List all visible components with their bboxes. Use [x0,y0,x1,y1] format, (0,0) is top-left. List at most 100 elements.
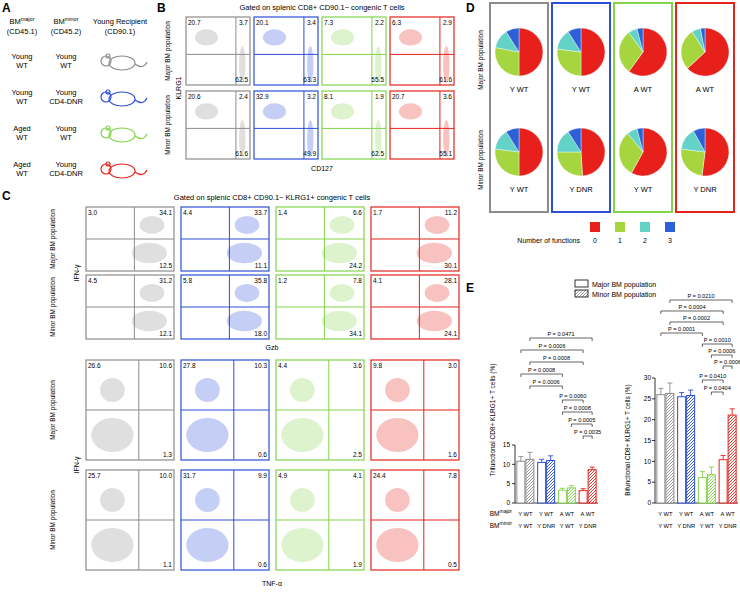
quadrant-percent: 12.5 [159,262,172,269]
pie-slice [637,128,643,152]
plot-frame [371,470,459,570]
p-value: P = 0.0001 [668,326,695,332]
bar [526,459,534,503]
tick [652,482,655,483]
legend-label: 3 [668,237,672,244]
table-cell: Y WT [560,523,575,529]
pie-slice [557,152,583,176]
axis-title: Major BM population [164,21,172,81]
table-cell: Y WT [679,511,694,517]
quadrant-percent: 20.6 [188,93,201,100]
mouse-body [109,164,135,178]
event-density [91,528,133,562]
quadrant-percent: 35.8 [254,277,267,284]
error-cap [518,456,523,457]
quadrant-percent: 5.8 [183,277,192,284]
gate-line [371,17,372,85]
event-density [235,216,260,234]
group-label: AgedWT [13,124,31,142]
gate-line [276,239,364,240]
mouse-ear [106,54,110,58]
error-cap [569,485,574,486]
pie [681,28,729,76]
legend-swatch [575,280,588,287]
word: WT [60,133,72,142]
tick [652,398,655,399]
quadrant-percent: 3.6 [353,362,362,369]
error-bar [667,383,672,393]
header: (CD45.1) [7,27,38,36]
error-stem [681,393,682,397]
event-density [100,488,125,512]
table-cell: A WT [721,511,736,517]
pie-label: Y DNR [569,185,593,194]
plot-frame [86,275,174,339]
event-density [330,284,355,302]
p-value: P = 0.0404 [704,385,731,391]
significance-bracket [661,311,723,314]
quadrant-percent: 3.2 [307,93,316,100]
group-label: YoungWT [56,124,77,142]
error-bar [700,471,705,477]
significance-bracket [702,344,732,347]
bar [719,460,727,503]
table-cell: Y WT [518,523,533,529]
quadrant-percent: 1.3 [163,451,172,458]
axis-title: TNF-α [262,580,282,587]
quadrant-percent: 4.5 [88,277,97,284]
pie-slice [628,129,643,152]
tick-label: 0 [506,499,510,506]
significance-bracket [521,350,583,353]
bar [666,393,674,503]
axis-title: Trifunctional CD8+ KLRG1+ T cells (%) [489,364,497,477]
word: Young [56,52,77,61]
legend-swatch [615,222,625,232]
quadrant-percent: 9.9 [258,472,267,479]
bar [579,491,587,503]
plot-frame [371,207,459,271]
word: Young [12,88,33,97]
gate-line [303,91,304,159]
mouse-ear [106,162,110,166]
event-density [195,378,220,402]
flow-plot: 20.62.461.6 [186,91,250,159]
event-density [417,243,452,263]
p-value: P = 0.0002 [683,315,710,321]
quadrant-percent: 8.1 [324,93,333,100]
pie-slice [568,128,581,152]
event-density [91,418,133,452]
significance-bracket [530,338,592,341]
quadrant-percent: 2.9 [443,19,452,26]
table-cell: A WT [700,511,715,517]
pie-slice [506,128,519,152]
flow-plot: 4.43.62.5 [276,360,364,460]
quadrant-percent: 1.6 [448,451,457,458]
event-density [417,311,452,331]
flow-plot: 6.32.961.6 [390,17,454,85]
event-density [281,528,323,562]
flow-plot: 4.531.212.1 [86,275,174,339]
table-cell: Y WT [658,511,673,517]
quadrant-percent: 55.1 [439,150,452,157]
quadrant-percent: 34.1 [159,209,172,216]
plot-frame [86,470,174,570]
significance-bracket [661,333,703,336]
flow-plot: 7.32.255.5 [322,17,386,85]
superscript: major [499,508,512,514]
error-stem [732,409,733,415]
axis-title: IFN-γ [73,456,81,474]
legend-swatch [590,222,600,232]
gate-line [181,239,269,240]
flow-plot: 4.128.124.1 [371,275,459,339]
significance-bracket [521,374,563,377]
gate-line [371,239,459,240]
axis-title: Minor BM population [49,277,57,337]
event-density [425,284,450,302]
p-value: P = 0.0008 [564,405,591,411]
quadrant-percent: 12.1 [159,330,172,337]
flow-plot: 1.46.624.2 [276,207,364,271]
quadrant-percent: 4.1 [373,277,382,284]
p-value: P = 0.0005 [568,417,595,423]
mouse-icon [101,126,147,142]
quadrant-percent: 28.1 [444,277,457,284]
